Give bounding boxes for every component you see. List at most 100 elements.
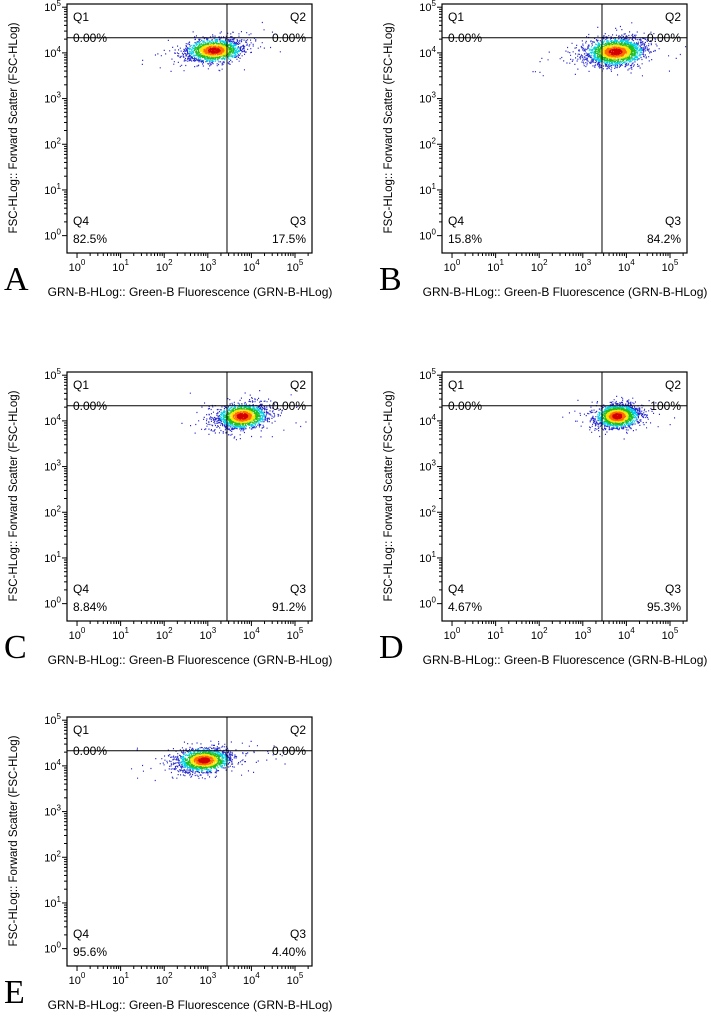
y-tick-label: 105 <box>44 713 61 727</box>
y-tick-label: 104 <box>419 413 436 428</box>
y-tick-label: 101 <box>419 182 436 197</box>
y-tick-label: 102 <box>44 136 61 151</box>
plot-frame <box>441 371 688 622</box>
y-axis-title: FSC-HLog:: Forward Scatter (FSC-HLog) <box>383 22 395 234</box>
x-tick-label: 103 <box>199 258 216 274</box>
x-tick-label: 104 <box>618 626 635 642</box>
y-tick-label: 104 <box>419 45 436 60</box>
x-tick-label: 104 <box>243 626 260 642</box>
x-tick-label: 102 <box>156 258 173 274</box>
quadrant-label: Q1 <box>73 10 89 24</box>
y-tick-label: 105 <box>419 368 436 382</box>
x-tick-label: 102 <box>531 258 548 274</box>
y-tick-label: 100 <box>44 596 61 611</box>
x-tick-label: 102 <box>156 626 173 642</box>
quadrant-label: Q4 <box>73 214 89 228</box>
scatter-plot: 100 101 102 103 104 105 100 101 102 103 104 105 Q1 0.… <box>419 368 688 642</box>
y-tick-label: 102 <box>419 136 436 151</box>
x-tick-label: 104 <box>243 258 260 274</box>
quadrant-percentage: 0.00% <box>73 31 107 45</box>
scatter-points <box>181 390 307 441</box>
x-axis-title: GRN-B-HLog:: Green-B Fluorescence (GRN-B… <box>47 285 333 299</box>
y-tick-label: 105 <box>44 368 61 382</box>
quadrant-label: Q1 <box>73 378 89 392</box>
x-tick-label: 105 <box>662 258 679 274</box>
panel-letter: C <box>4 629 27 666</box>
y-axis-title: FSC-HLog:: Forward Scatter (FSC-HLog) <box>8 22 20 234</box>
quadrant-percentage: 91.2% <box>272 600 306 614</box>
x-tick-label: 100 <box>444 626 461 642</box>
x-tick-label: 100 <box>69 258 86 274</box>
quadrant-percentage: 8.84% <box>73 600 107 614</box>
x-tick-label: 103 <box>574 626 591 642</box>
flow-cytometry-panel: 100 101 102 103 104 105 100 101 102 103 104 105 Q1 0.… <box>375 368 711 680</box>
x-tick-label: 105 <box>287 626 304 642</box>
x-tick-label: 104 <box>618 258 635 274</box>
scatter-plot: 100 101 102 103 104 105 100 101 102 103 104 105 Q1 0.… <box>44 713 313 987</box>
x-axis-title: GRN-B-HLog:: Green-B Fluorescence (GRN-B… <box>47 653 333 667</box>
flow-cytometry-panel: 100 101 102 103 104 105 100 101 102 103 104 105 Q1 0.… <box>0 0 360 312</box>
x-tick-label: 103 <box>574 258 591 274</box>
quadrant-percentage: 4.67% <box>448 600 482 614</box>
x-axis-title: GRN-B-HLog:: Green-B Fluorescence (GRN-B… <box>422 653 708 667</box>
axis-ticks <box>62 374 309 626</box>
quadrant-label: Q2 <box>665 378 681 392</box>
quadrant-percentage: 0.00% <box>272 399 306 413</box>
quadrant-label: Q3 <box>665 214 681 228</box>
x-tick-label: 101 <box>112 258 129 274</box>
quadrant-label: Q1 <box>448 10 464 24</box>
quadrant-label: Q3 <box>290 927 306 941</box>
x-tick-label: 100 <box>444 258 461 274</box>
quadrant-percentage: 0.00% <box>647 31 681 45</box>
quadrant-percentage: 0.00% <box>272 31 306 45</box>
y-tick-label: 100 <box>44 228 61 243</box>
y-tick-label: 104 <box>44 413 61 428</box>
y-tick-label: 105 <box>419 0 436 14</box>
y-tick-label: 103 <box>44 804 61 819</box>
y-axis-title: FSC-HLog:: Forward Scatter (FSC-HLog) <box>8 390 20 602</box>
quadrant-label: Q2 <box>290 723 306 737</box>
quadrant-label: Q3 <box>290 582 306 596</box>
y-tick-label: 103 <box>44 91 61 106</box>
axis-ticks <box>437 6 684 258</box>
flow-cytometry-panel: 100 101 102 103 104 105 100 101 102 103 104 105 Q1 0.… <box>0 713 360 1025</box>
quadrant-label: Q4 <box>73 582 89 596</box>
panel-letter: D <box>379 629 404 666</box>
quadrant-percentage: 0.00% <box>73 399 107 413</box>
y-tick-label: 102 <box>44 504 61 519</box>
y-axis-title: FSC-HLog:: Forward Scatter (FSC-HLog) <box>383 390 395 602</box>
quadrant-label: Q1 <box>448 378 464 392</box>
scatter-plot: 100 101 102 103 104 105 100 101 102 103 104 105 Q1 0.… <box>44 0 313 274</box>
quadrant-percentage: 95.3% <box>647 600 681 614</box>
x-axis-title: GRN-B-HLog:: Green-B Fluorescence (GRN-B… <box>422 285 708 299</box>
y-tick-label: 103 <box>419 91 436 106</box>
scatter-points <box>141 21 281 72</box>
quadrant-percentage: 4.40% <box>272 945 306 959</box>
quadrant-label: Q3 <box>665 582 681 596</box>
x-tick-label: 100 <box>69 626 86 642</box>
x-tick-label: 102 <box>531 626 548 642</box>
y-tick-label: 103 <box>44 459 61 474</box>
panel-letter: B <box>379 261 402 298</box>
quadrant-percentage: 84.2% <box>647 232 681 246</box>
plot-frame <box>441 3 688 254</box>
quadrant-label: Q1 <box>73 723 89 737</box>
y-tick-label: 100 <box>419 228 436 243</box>
quadrant-percentage: 100% <box>650 399 681 413</box>
y-tick-label: 101 <box>44 895 61 910</box>
y-tick-label: 104 <box>44 758 61 773</box>
quadrant-percentage: 95.6% <box>73 945 107 959</box>
y-tick-label: 102 <box>419 504 436 519</box>
x-tick-label: 101 <box>112 626 129 642</box>
panel-letter: E <box>4 974 25 1011</box>
y-tick-label: 100 <box>44 941 61 956</box>
plot-frame <box>66 3 313 254</box>
y-tick-label: 100 <box>419 596 436 611</box>
panel-letter: A <box>4 261 29 298</box>
y-tick-label: 102 <box>44 849 61 864</box>
quadrant-percentage: 82.5% <box>73 232 107 246</box>
flow-cytometry-panel: 100 101 102 103 104 105 100 101 102 103 104 105 Q1 0.… <box>0 368 360 680</box>
axis-ticks <box>62 6 309 258</box>
y-tick-label: 101 <box>419 550 436 565</box>
